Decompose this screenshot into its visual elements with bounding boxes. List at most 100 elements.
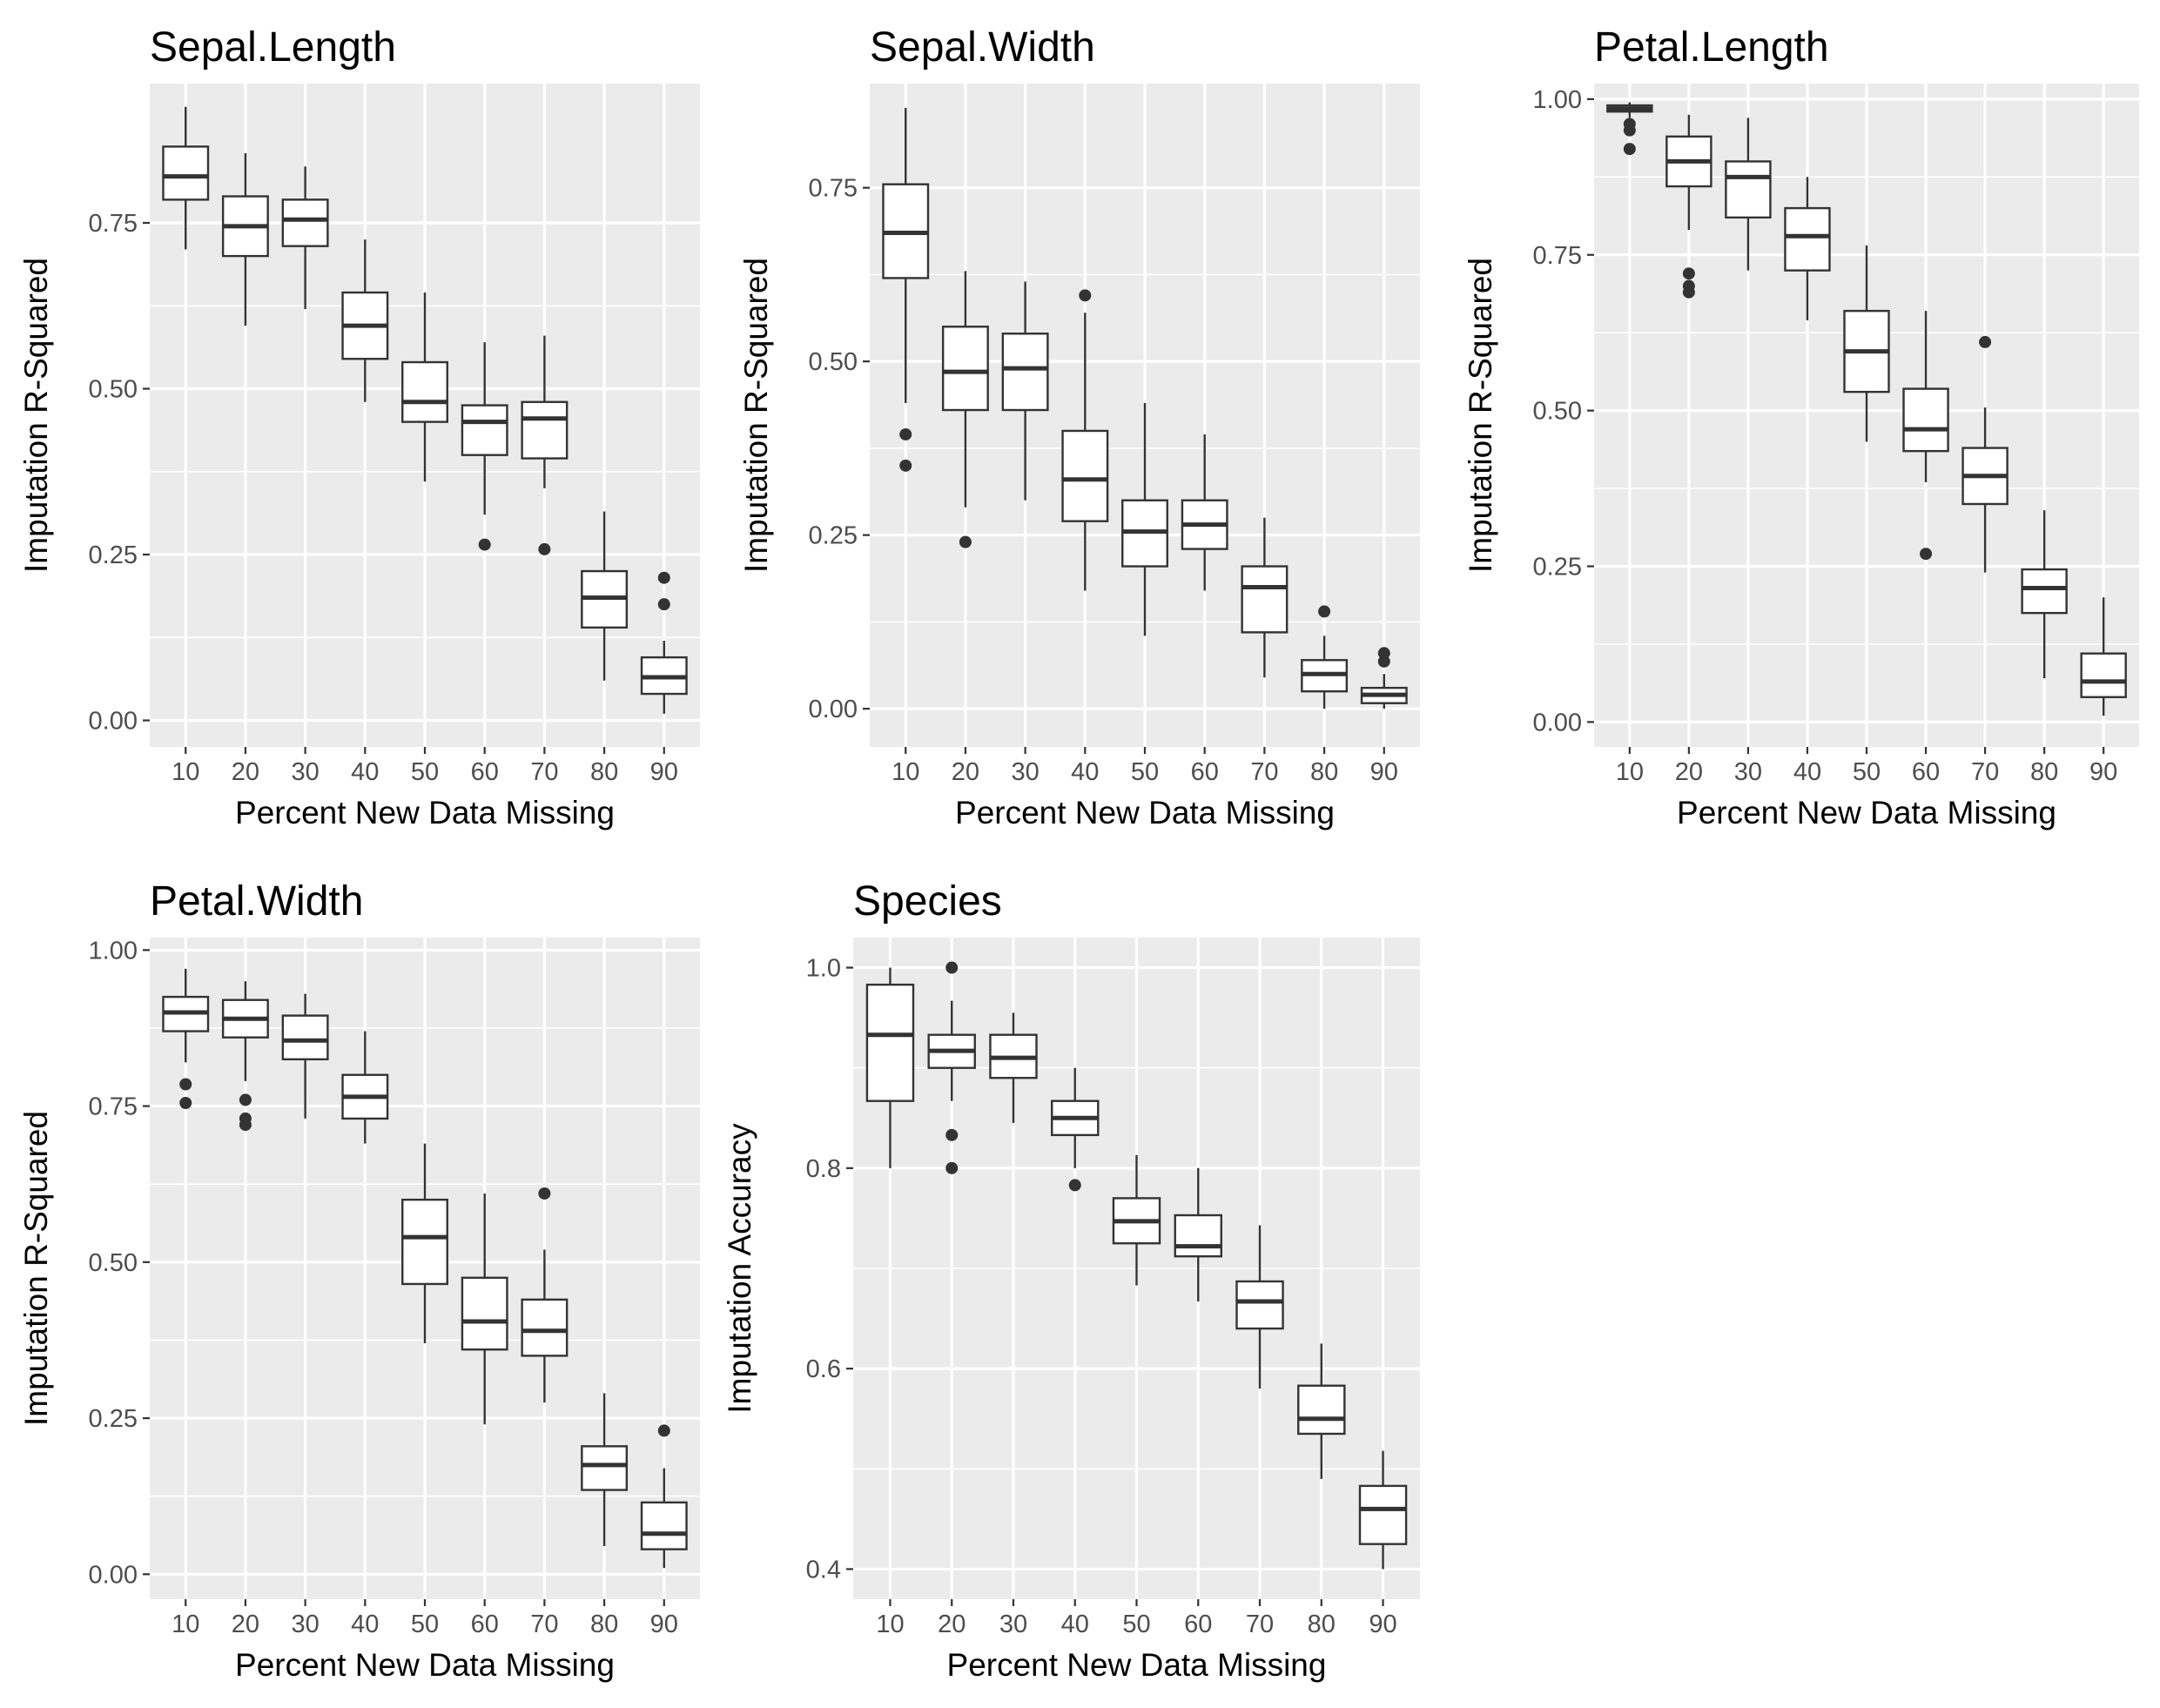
x-tick-label: 50 [1122, 1610, 1150, 1638]
box-40 [1051, 1067, 1100, 1192]
box-30 [989, 1012, 1038, 1124]
y-tick-label: 0.00 [1533, 709, 1582, 736]
outlier-point [945, 1161, 959, 1174]
panel-4: 0.00 0.25 0.50 0.75 1.00 10 20 30 40 50 60 70 80 90 Pe… [18, 878, 700, 1683]
box-iqr [581, 1445, 629, 1491]
x-tick-label: 30 [1011, 758, 1039, 786]
box-iqr [401, 1198, 448, 1286]
panel-title: Species [853, 878, 1002, 925]
outlier-point [538, 1187, 551, 1200]
x-tick-label: 40 [1793, 758, 1821, 786]
x-tick-label: 10 [1616, 758, 1644, 786]
box-10 [162, 968, 210, 1109]
box-iqr [640, 1501, 688, 1550]
outlier-point [1682, 267, 1695, 280]
y-tick-label: 0.25 [89, 1405, 138, 1433]
box-iqr [401, 360, 448, 423]
box-iqr [461, 404, 508, 456]
x-tick-label: 90 [2089, 758, 2117, 786]
y-tick-label: 0.75 [89, 1093, 138, 1121]
box-70 [1241, 517, 1289, 678]
box-90 [640, 1424, 688, 1569]
box-70 [521, 335, 569, 555]
y-tick-label: 0.00 [89, 1561, 138, 1589]
box-50 [401, 293, 448, 482]
panel-title: Petal.Width [150, 878, 363, 925]
box-80 [1297, 1343, 1346, 1479]
outlier-point [899, 459, 912, 472]
x-tick-label: 70 [1971, 758, 1999, 786]
x-tick-label: 60 [1191, 758, 1219, 786]
y-tick-label: 0.4 [806, 1556, 841, 1584]
box-iqr [1174, 1214, 1222, 1258]
outlier-point [945, 1128, 959, 1141]
outlier-point [1318, 605, 1331, 618]
box-50 [1843, 245, 1890, 442]
outlier-point [478, 538, 491, 551]
x-tick-label: 50 [411, 758, 439, 786]
y-tick-label: 0.6 [806, 1355, 841, 1383]
box-iqr [281, 198, 329, 247]
x-tick-label: 70 [530, 758, 558, 786]
x-tick-label: 30 [1734, 758, 1762, 786]
x-tick-label: 60 [1912, 758, 1940, 786]
box-iqr [1235, 1280, 1284, 1330]
panel-title: Petal.Length [1594, 24, 1829, 71]
outlier-point [1068, 1179, 1081, 1192]
box-10 [1606, 102, 1653, 156]
x-tick-label: 90 [650, 758, 678, 786]
box-70 [521, 1187, 569, 1403]
x-tick-label: 80 [1310, 758, 1338, 786]
x-tick-label: 40 [351, 1610, 379, 1638]
outlier-point [1623, 118, 1636, 131]
box-iqr [1001, 333, 1049, 412]
y-tick-label: 0.50 [89, 1249, 138, 1277]
box-10 [882, 107, 930, 472]
box-iqr [1241, 565, 1289, 634]
x-tick-label: 30 [291, 1610, 319, 1638]
outlier-point [239, 1093, 252, 1106]
box-60 [1174, 1167, 1222, 1301]
box-iqr [1902, 387, 1949, 453]
box-iqr [162, 145, 210, 201]
y-tick-label: 0.50 [809, 348, 858, 376]
x-tick-label: 80 [1308, 1610, 1336, 1638]
panel-3: 0.00 0.25 0.50 0.75 1.00 10 20 30 40 50 60 70 80 90 Pe… [1463, 24, 2139, 830]
outlier-point [959, 535, 972, 548]
x-tick-label: 70 [1250, 758, 1278, 786]
panel-title: Sepal.Width [870, 24, 1095, 71]
panel-2: 0.00 0.25 0.50 0.75 10 20 30 40 50 60 70 80 90 Percen… [738, 24, 1420, 830]
box-iqr [2021, 568, 2068, 615]
outlier-point [239, 1112, 252, 1125]
x-axis-title: Percent New Data Missing [235, 795, 615, 830]
outlier-point [1979, 335, 1992, 348]
box-90 [640, 571, 688, 714]
box-iqr [865, 983, 915, 1102]
x-axis-title: Percent New Data Missing [235, 1647, 615, 1683]
x-tick-label: 20 [938, 1610, 966, 1638]
box-30 [1001, 281, 1049, 501]
box-70 [1235, 1225, 1284, 1389]
box-iqr [941, 326, 989, 412]
box-40 [341, 1031, 389, 1144]
box-90 [2080, 597, 2127, 716]
outlier-point [1377, 655, 1390, 668]
x-tick-label: 70 [1246, 1610, 1274, 1638]
x-tick-label: 40 [351, 758, 379, 786]
box-30 [1725, 118, 1772, 271]
x-tick-label: 50 [1853, 758, 1881, 786]
box-iqr [521, 1298, 569, 1357]
x-tick-label: 30 [999, 1610, 1027, 1638]
outlier-point [179, 1097, 192, 1109]
outlier-point [945, 961, 959, 974]
box-20 [1665, 114, 1713, 299]
box-20 [221, 981, 269, 1132]
x-tick-label: 90 [650, 1610, 678, 1638]
outlier-point [899, 427, 912, 440]
panel-5: 0.4 0.6 0.8 1.0 10 20 30 40 50 60 70 80 90 Percent Ne… [722, 878, 1420, 1683]
box-20 [221, 153, 269, 326]
x-tick-label: 60 [471, 1610, 499, 1638]
box-iqr [521, 400, 569, 460]
x-axis-title: Percent New Data Missing [947, 1647, 1327, 1683]
x-tick-label: 30 [291, 758, 319, 786]
